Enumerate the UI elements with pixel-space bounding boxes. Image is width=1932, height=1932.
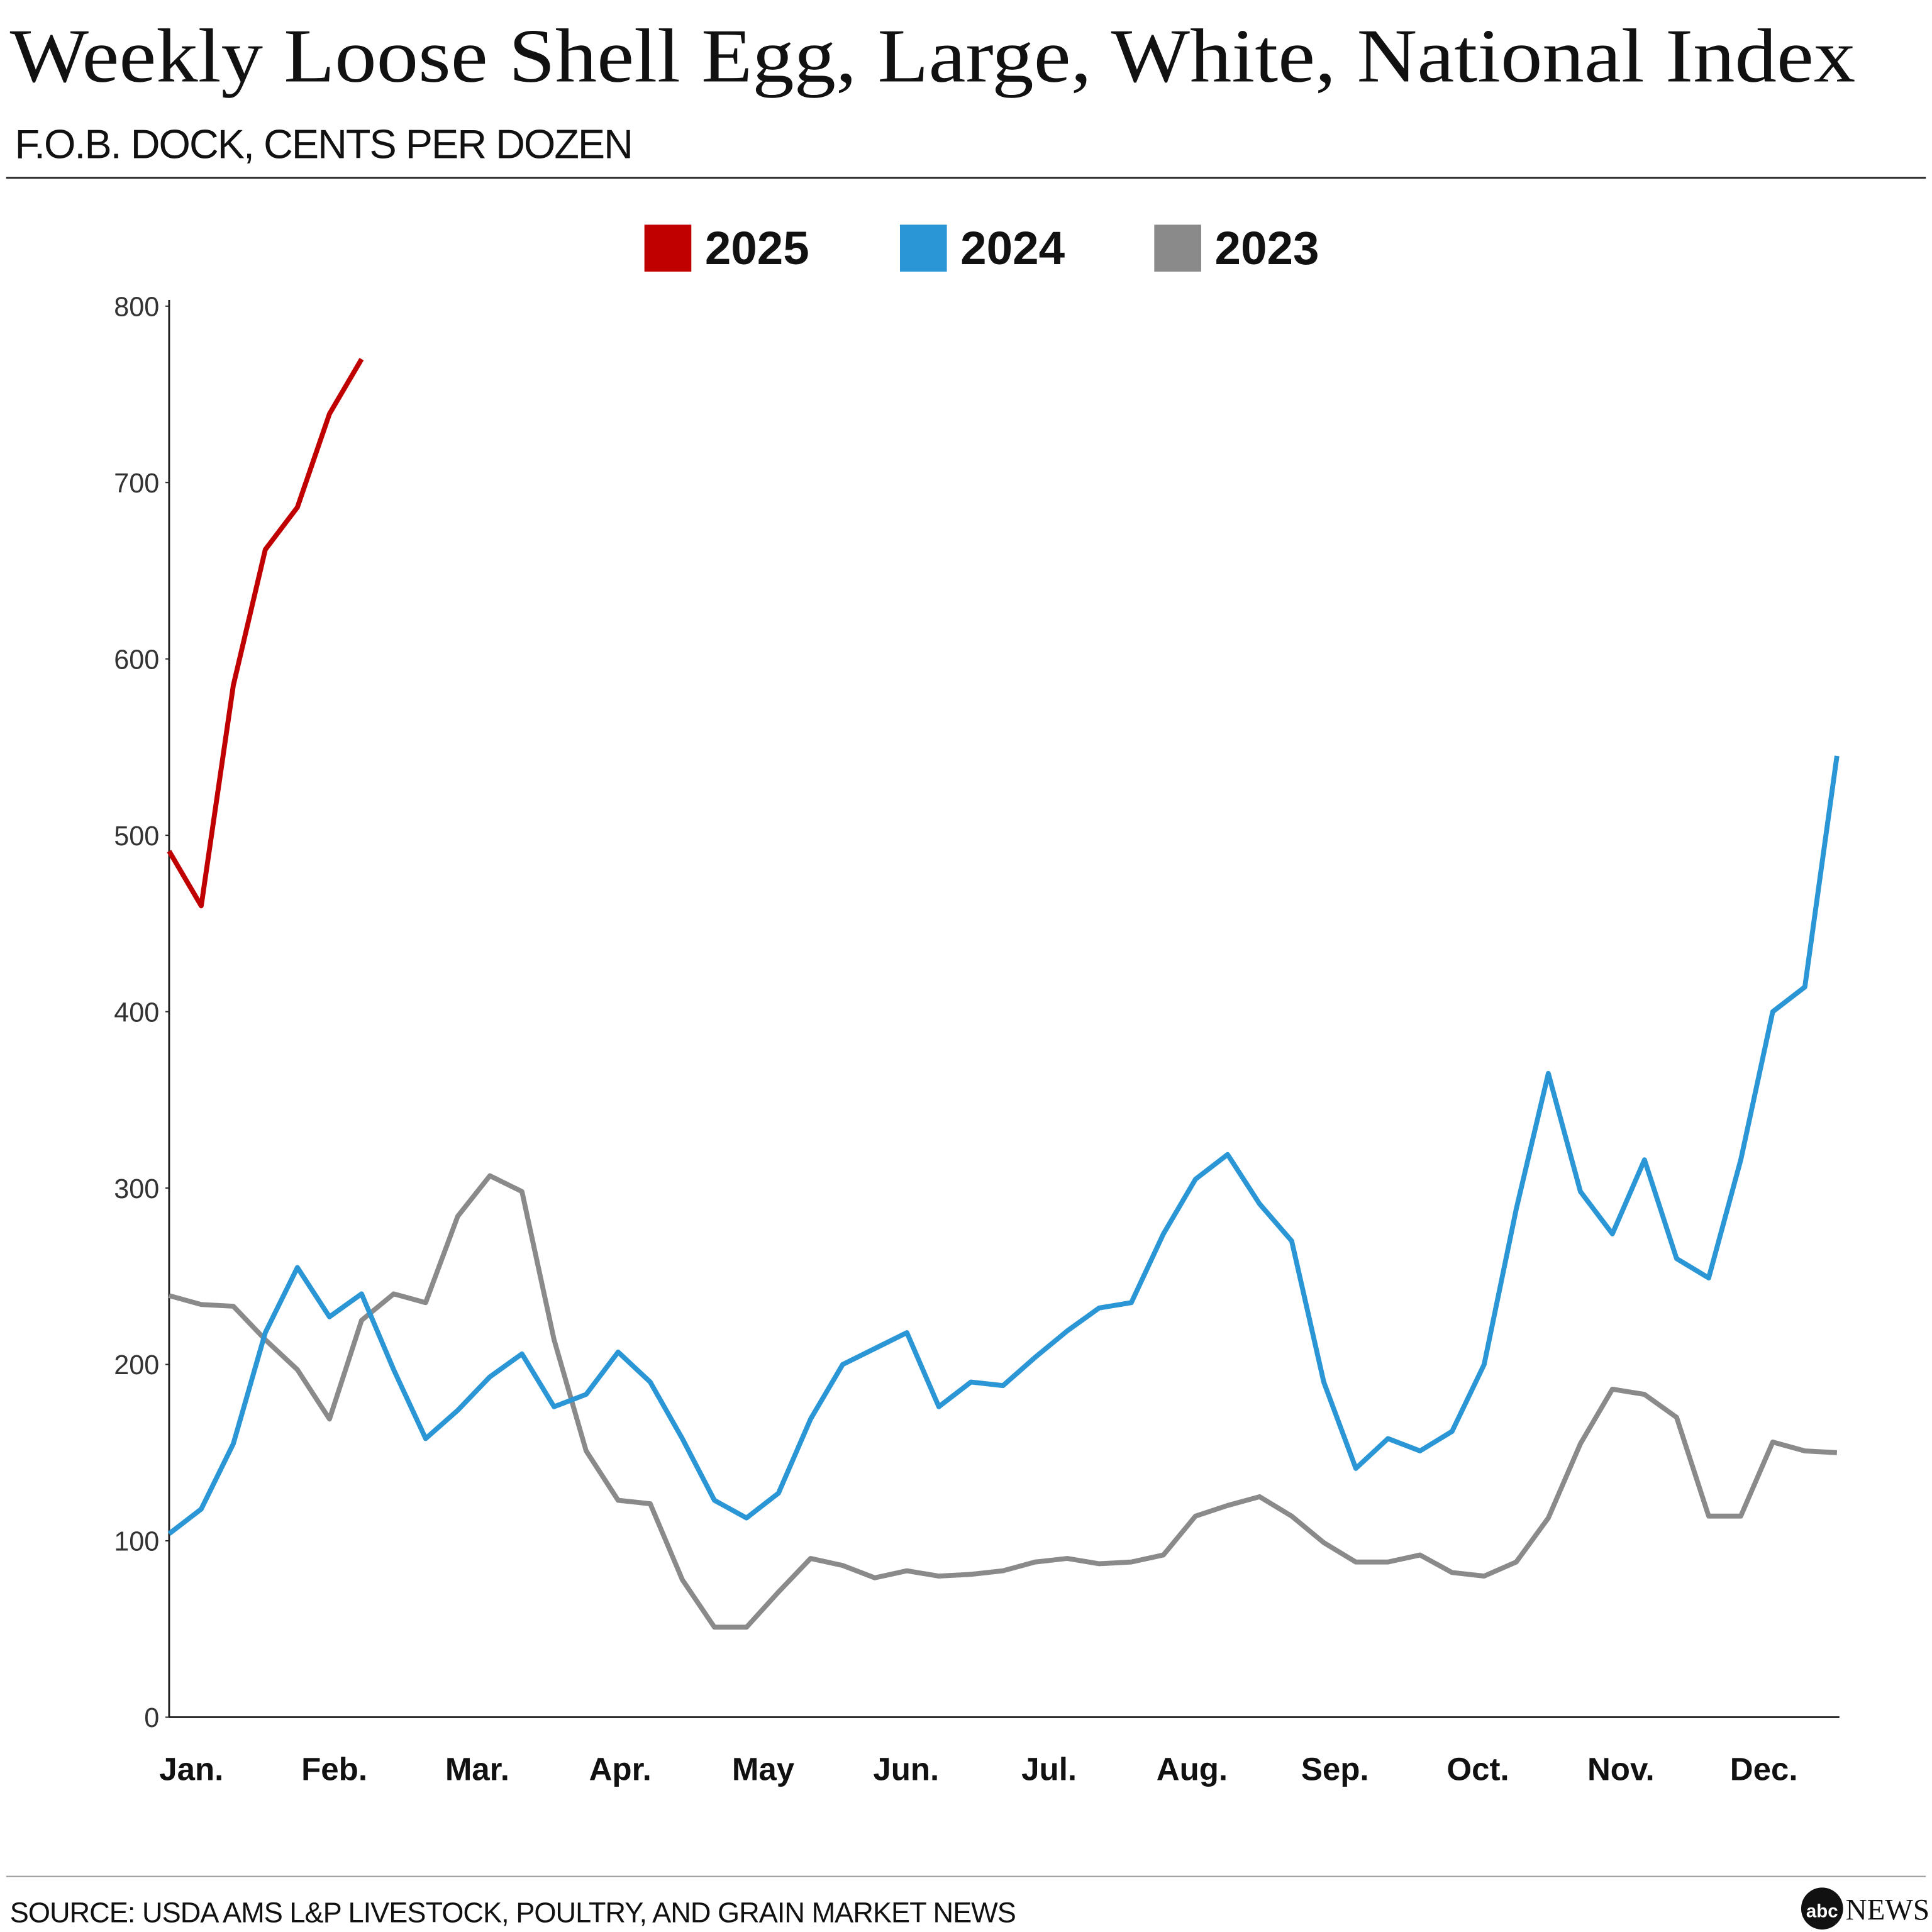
x-tick-label: May xyxy=(732,1752,795,1787)
y-tick-label: 700 xyxy=(114,469,159,499)
legend-label: 2024 xyxy=(960,221,1065,274)
chart-subtitle: F.O.B. DOCK, CENTS PER DOZEN xyxy=(15,121,632,167)
x-tick-label: Jun. xyxy=(873,1752,939,1787)
x-tick-label: Jan. xyxy=(159,1752,223,1787)
source: SOURCE: USDA AMS L&P LIVESTOCK, POULTRY,… xyxy=(10,1896,1016,1928)
series-line xyxy=(167,755,1840,1536)
y-tick-label: 600 xyxy=(114,645,159,675)
x-tick-label: Sep. xyxy=(1301,1752,1369,1787)
legend-swatch xyxy=(1154,225,1201,272)
series-line xyxy=(167,358,364,909)
x-tick-label: Aug. xyxy=(1157,1752,1228,1787)
y-tick-label: 800 xyxy=(114,292,159,323)
x-tick-label: Oct. xyxy=(1446,1752,1509,1787)
y-tick-label: 500 xyxy=(114,821,159,852)
x-tick-label: Feb. xyxy=(301,1752,367,1787)
series-line xyxy=(168,1173,1838,1630)
y-tick-label: 100 xyxy=(114,1527,159,1557)
legend-label: 2025 xyxy=(705,221,809,274)
y-tick-label: 0 xyxy=(144,1703,159,1733)
logo-circle xyxy=(1801,1887,1843,1930)
x-tick-label: Jul. xyxy=(1021,1752,1077,1787)
chart-title: Weekly Loose Shell Egg, Large, White, Na… xyxy=(10,14,1856,99)
y-tick-label: 300 xyxy=(114,1174,159,1204)
x-tick-label: Apr. xyxy=(589,1752,652,1787)
legend-swatch xyxy=(899,225,947,272)
x-tick-label: Dec. xyxy=(1730,1752,1798,1787)
x-tick-label: Nov. xyxy=(1587,1752,1655,1787)
legend-swatch xyxy=(644,225,692,272)
x-tick-label: Mar. xyxy=(445,1752,509,1787)
y-tick-label: 400 xyxy=(114,997,159,1028)
logo-mark: abc xyxy=(1806,1901,1838,1921)
legend-label: 2023 xyxy=(1215,221,1319,274)
logo-text: NEWS xyxy=(1846,1894,1929,1926)
y-tick-label: 200 xyxy=(114,1350,159,1380)
